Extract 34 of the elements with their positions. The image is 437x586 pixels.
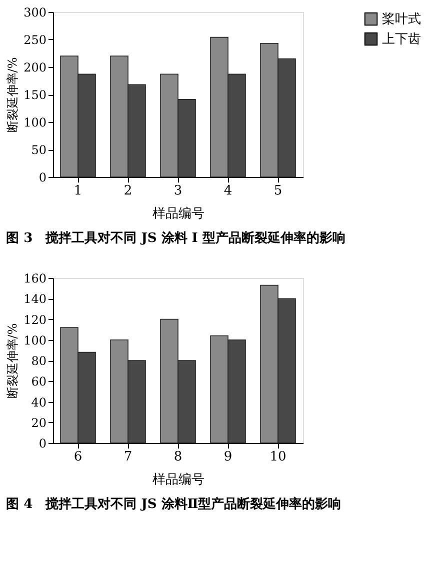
x-tick-label: 9: [224, 450, 232, 464]
legend-label: 上下齿: [382, 32, 421, 47]
y-tick-label: 300: [24, 6, 46, 20]
x-tick-label: 5: [274, 184, 282, 198]
y-tick-label: 160: [24, 272, 46, 286]
y-tick-label: 150: [24, 88, 46, 102]
y-tick-label: 120: [24, 312, 46, 327]
text: 图 4 搅拌工具对不同 JS 涂料Ⅱ型产品断裂延伸率的影响: [6, 496, 342, 512]
x-axis-title: 样品编号: [152, 206, 204, 222]
x-tick-label: 4: [224, 184, 232, 198]
y-tick-label: 60: [31, 374, 46, 389]
y-tick-label: 100: [24, 333, 46, 348]
y-axis-title: 断裂延伸率/%: [6, 57, 20, 133]
y-tick-label: 100: [24, 116, 46, 130]
x-tick-label: 10: [270, 450, 286, 464]
y-tick-label: 0: [38, 170, 46, 184]
y-tick-label: 140: [24, 292, 46, 306]
x-tick-label: 7: [124, 450, 132, 464]
x-tick-label: 6: [74, 450, 82, 464]
x-tick-label: 8: [174, 450, 182, 464]
y-tick-label: 200: [24, 60, 46, 74]
x-tick-label: 2: [124, 184, 132, 198]
text: 图 3 搅拌工具对不同 JS 涂料 I 型产品断裂延伸率的影响: [6, 230, 346, 246]
y-tick-label: 0: [38, 436, 46, 450]
y-tick-label: 50: [31, 143, 46, 157]
x-tick-label: 3: [174, 184, 182, 198]
y-tick-label: 40: [31, 395, 46, 410]
y-tick-label: 250: [24, 33, 46, 47]
y-tick-label: 80: [31, 354, 46, 368]
x-tick-label: 1: [74, 184, 82, 198]
x-axis-title: 样品编号: [152, 472, 204, 488]
legend-label: 桨叶式: [382, 12, 421, 27]
y-axis-title: 断裂延伸率/%: [6, 323, 20, 399]
y-tick-label: 20: [31, 416, 46, 430]
